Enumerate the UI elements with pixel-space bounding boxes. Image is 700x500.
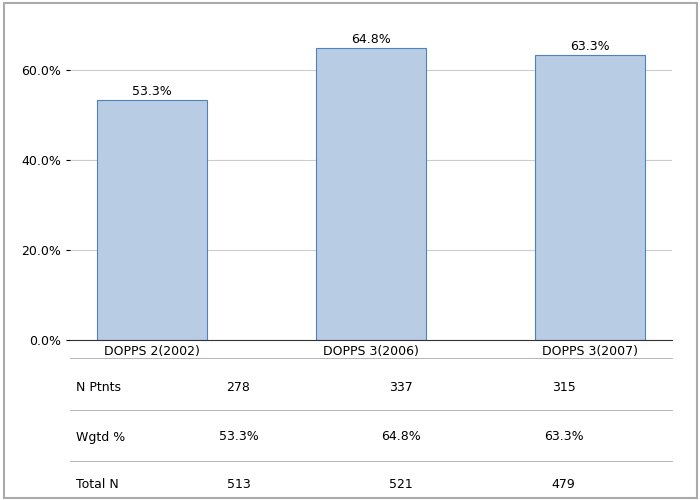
Bar: [97, 100, 206, 340]
Text: Total N: Total N: [76, 478, 119, 492]
Text: 53.3%: 53.3%: [132, 85, 172, 98]
Text: 315: 315: [552, 381, 575, 394]
Bar: [316, 48, 426, 340]
Text: 63.3%: 63.3%: [570, 40, 610, 53]
Text: 63.3%: 63.3%: [544, 430, 584, 444]
Text: Wgtd %: Wgtd %: [76, 430, 125, 444]
Text: 278: 278: [227, 381, 251, 394]
Text: 513: 513: [227, 478, 251, 492]
Bar: [536, 55, 645, 340]
Text: 64.8%: 64.8%: [382, 430, 421, 444]
Text: 521: 521: [389, 478, 413, 492]
Text: 479: 479: [552, 478, 575, 492]
Text: 53.3%: 53.3%: [218, 430, 258, 444]
Text: 337: 337: [389, 381, 413, 394]
Text: 64.8%: 64.8%: [351, 33, 391, 46]
Text: N Ptnts: N Ptnts: [76, 381, 121, 394]
